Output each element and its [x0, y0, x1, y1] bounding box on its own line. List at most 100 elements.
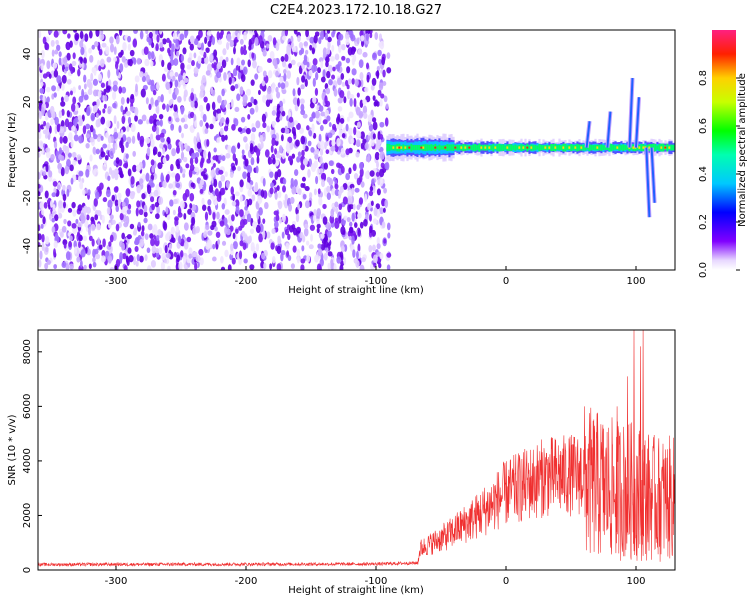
heatmap-cell — [97, 90, 102, 98]
heatmap-cell — [452, 144, 455, 151]
heatmap-cell — [40, 223, 44, 229]
heatmap-cell — [127, 203, 132, 210]
heatmap-cell — [322, 69, 326, 79]
heatmap-cell — [225, 180, 230, 189]
heatmap-cell — [180, 105, 184, 115]
heatmap-cell — [269, 187, 274, 195]
heatmap-cell — [377, 89, 382, 96]
heatmap-cell — [191, 152, 197, 160]
heatmap-cell — [336, 256, 342, 264]
heatmap-cell — [287, 54, 291, 63]
heatmap-cell — [146, 119, 150, 125]
heatmap-cell — [283, 69, 287, 75]
heatmap-cell — [326, 30, 331, 34]
heatmap-cell — [254, 73, 259, 80]
heatmap-cell — [109, 214, 114, 220]
heatmap-cell — [190, 182, 195, 188]
heatmap-cell — [262, 49, 267, 57]
heatmap-cell — [324, 141, 327, 150]
heatmap-cell — [45, 163, 49, 173]
heatmap-cell — [329, 215, 335, 224]
heatmap-cell — [336, 137, 341, 147]
heatmap-cell — [212, 256, 217, 262]
heatmap-cell — [138, 208, 144, 216]
heatmap-cell — [528, 145, 531, 150]
heatmap-cell — [218, 154, 223, 161]
heatmap-cell — [408, 146, 411, 149]
heatmap-cell — [83, 83, 87, 90]
heatmap-cell — [100, 255, 106, 263]
heatmap-cell — [162, 38, 167, 45]
heatmap-cell — [316, 167, 320, 176]
heatmap-cell — [365, 62, 370, 70]
heatmap-cell — [130, 190, 136, 197]
heatmap-cell — [113, 46, 117, 55]
heatmap-cell — [199, 89, 204, 98]
heatmap-cell — [163, 258, 167, 264]
heatmap-cell — [112, 102, 117, 109]
heatmap-cell — [107, 255, 113, 264]
heatmap-cell — [650, 144, 653, 152]
heatmap-cell — [219, 220, 225, 227]
heatmap-cell — [182, 172, 186, 178]
heatmap-cell — [202, 204, 207, 212]
heatmap-cell — [316, 218, 320, 225]
heatmap-cell — [289, 225, 294, 233]
heatmap-cell — [291, 46, 297, 53]
heatmap-cell — [279, 76, 284, 84]
heatmap-cell — [40, 106, 45, 116]
heatmap-cell — [181, 168, 186, 174]
heatmap-cell — [518, 146, 521, 149]
heatmap-cell — [241, 128, 247, 133]
heatmap-cell — [460, 146, 463, 149]
heatmap-cell — [304, 78, 308, 87]
y-tick-label: 0 — [22, 567, 33, 573]
heatmap-cell — [251, 52, 255, 59]
heatmap-cell — [161, 73, 166, 82]
heatmap-cell — [171, 148, 176, 157]
heatmap-cell — [169, 71, 174, 77]
heatmap-cell — [90, 72, 94, 82]
heatmap-cell — [232, 68, 238, 77]
heatmap-cell — [51, 49, 55, 57]
heatmap-cell — [301, 75, 306, 83]
heatmap-cell — [207, 151, 211, 160]
heatmap-cell — [71, 151, 77, 158]
heatmap-cell — [189, 157, 194, 166]
heatmap-cell — [267, 58, 272, 64]
heatmap-cell — [594, 144, 597, 151]
heatmap-cell — [211, 36, 216, 46]
heatmap-cell — [232, 232, 236, 240]
heatmap-cell — [107, 69, 111, 79]
heatmap-cell — [260, 252, 266, 260]
heatmap-cell — [339, 264, 344, 270]
heatmap-cell — [484, 146, 487, 149]
heatmap-cell — [62, 30, 68, 35]
heatmap-cell — [239, 194, 243, 203]
heatmap-cell — [155, 213, 160, 220]
heatmap-cell — [139, 255, 144, 263]
heatmap-cell — [53, 140, 58, 149]
heatmap-cell — [359, 30, 364, 37]
heatmap-cell — [272, 120, 276, 128]
heatmap-cell — [123, 163, 129, 169]
snr-plot-area — [38, 330, 675, 570]
heatmap-cell — [345, 31, 350, 41]
heatmap-cell — [114, 199, 119, 207]
heatmap-cell — [133, 227, 138, 236]
heatmap-cell — [304, 186, 310, 192]
heatmap-cell — [180, 143, 184, 152]
heatmap-cell — [292, 97, 298, 106]
heatmap-cell — [345, 57, 351, 64]
heatmap-cell — [58, 57, 62, 66]
heatmap-cell — [304, 49, 309, 55]
heatmap-cell — [353, 97, 357, 108]
heatmap-cell — [385, 103, 389, 110]
heatmap-cell — [446, 144, 449, 152]
heatmap-cell — [46, 96, 50, 103]
heatmap-cell — [392, 146, 395, 149]
heatmap-cell — [108, 222, 112, 229]
heatmap-cell — [334, 217, 339, 224]
heatmap-cell — [126, 208, 132, 215]
heatmap-cell — [277, 82, 281, 88]
